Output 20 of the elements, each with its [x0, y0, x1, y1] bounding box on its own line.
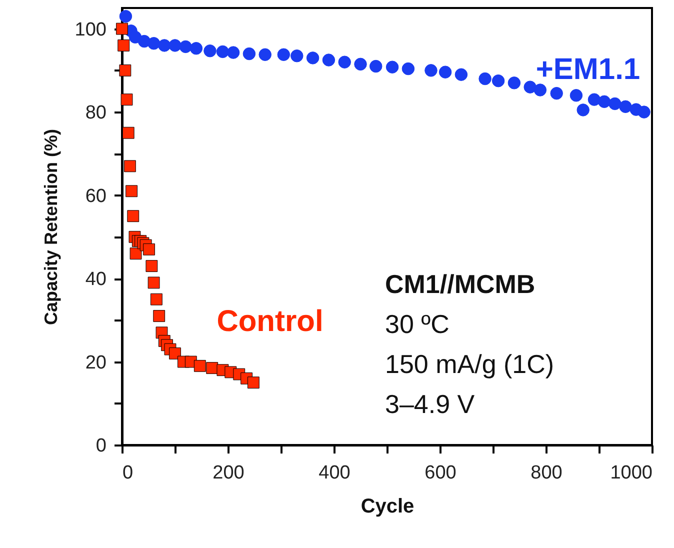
y-tick-label: 0 [96, 436, 106, 456]
x-tick-label: 800 [530, 462, 562, 484]
x-tick-label: 1000 [610, 462, 652, 484]
y-axis-title: Capacity Retention (%) [40, 128, 61, 326]
y-tick-label: 100 [74, 19, 106, 40]
x-tick-label: 400 [318, 462, 350, 484]
y-tick-label: 40 [85, 269, 106, 290]
x-tick-label: 0 [122, 462, 134, 484]
annotation: 30 ºC [385, 309, 450, 339]
x-tick-label: 600 [424, 462, 456, 484]
annotation: 3–4.9 V [385, 389, 476, 419]
series-label: Control [216, 305, 324, 338]
y-tick-label: 60 [85, 186, 106, 207]
y-tick-label: 80 [85, 102, 106, 124]
series-label: +EM1.1 [536, 53, 640, 86]
annotation: 150 mA/g (1C) [385, 349, 554, 379]
x-axis-title: Cycle [360, 496, 414, 518]
annotation: CM1//MCMB [385, 269, 536, 299]
y-tick-label: 20 [85, 352, 106, 374]
x-tick-label: 200 [212, 462, 244, 484]
